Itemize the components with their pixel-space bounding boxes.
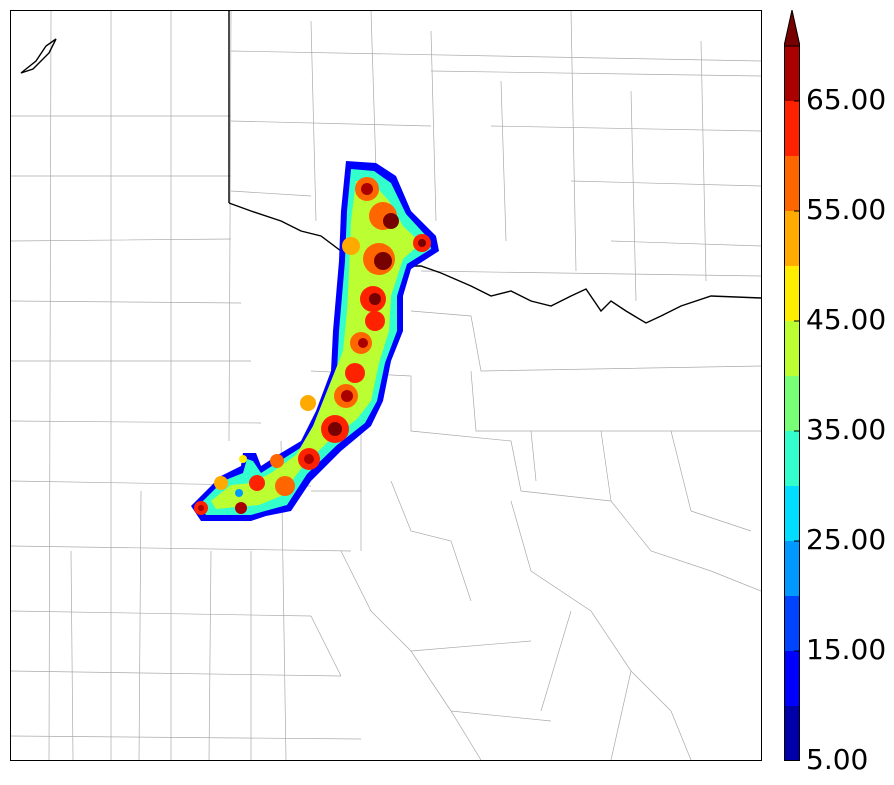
reflectivity-field (191, 161, 439, 521)
colorbar-bin (784, 596, 800, 651)
colorbar-bin (784, 431, 800, 486)
colorbar-tick-label: 45.00 (806, 303, 887, 336)
colorbar-bin (784, 651, 800, 706)
county-boundaries (11, 11, 761, 760)
colorbar-bin (784, 541, 800, 596)
state-boundaries (20, 11, 761, 324)
colorbar-bin (784, 376, 800, 431)
colorbar-tick-label: 25.00 (806, 523, 887, 556)
map-canvas (11, 11, 761, 760)
colorbar-bin (784, 266, 800, 321)
colorbar-extend-arrow (784, 10, 800, 47)
colorbar (784, 10, 800, 761)
map-panel (10, 10, 762, 761)
colorbar-frame (784, 45, 800, 761)
colorbar-bin (784, 706, 800, 761)
echo-cores (194, 177, 431, 515)
colorbar-tick-label: 5.00 (806, 743, 869, 776)
colorbar-bin (784, 486, 800, 541)
colorbar-tick-label: 35.00 (806, 413, 887, 446)
colorbar-bin (784, 156, 800, 211)
colorbar-bin (784, 211, 800, 266)
colorbar-tick-label: 55.00 (806, 193, 887, 226)
colorbar-tick-label: 65.00 (806, 83, 887, 116)
colorbar-bin (784, 101, 800, 156)
colorbar-bin (784, 321, 800, 376)
colorbar-bin (784, 46, 800, 101)
colorbar-tick-label: 15.00 (806, 633, 887, 666)
